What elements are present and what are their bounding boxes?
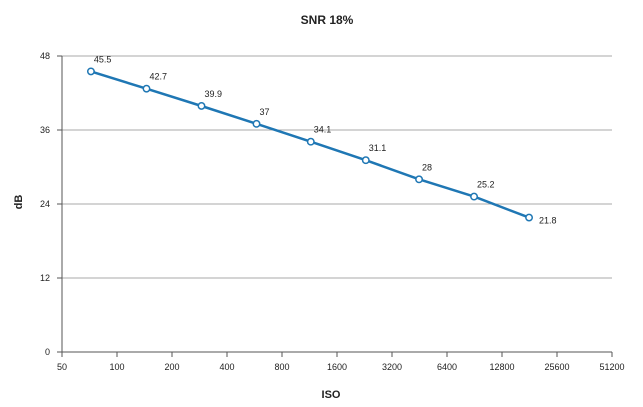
x-tick-label: 51200 — [599, 362, 624, 372]
data-point — [361, 156, 370, 165]
data-label: 42.7 — [149, 72, 167, 82]
data-label: 34.1 — [314, 125, 332, 135]
x-tick-label: 3200 — [382, 362, 402, 372]
x-tick-label: 200 — [164, 362, 179, 372]
y-tick-label: 12 — [40, 273, 50, 283]
y-tick-label: 36 — [40, 125, 50, 135]
data-point — [306, 137, 315, 146]
y-tick-label: 48 — [40, 51, 50, 61]
x-tick-label: 1600 — [327, 362, 347, 372]
x-tick-label: 50 — [57, 362, 67, 372]
data-series — [86, 67, 534, 222]
data-point — [142, 84, 151, 93]
data-label: 25.2 — [477, 180, 495, 190]
data-label: 31.1 — [369, 143, 387, 153]
data-point — [252, 119, 261, 128]
x-tick-label: 800 — [274, 362, 289, 372]
axes — [57, 55, 613, 357]
x-axis-title: ISO — [322, 389, 341, 401]
data-point — [197, 102, 206, 110]
data-label: 39.9 — [204, 89, 222, 99]
data-point — [470, 192, 479, 201]
chart-title: SNR 18% — [301, 13, 354, 27]
x-tick-label: 400 — [219, 362, 234, 372]
data-label: 21.8 — [539, 216, 557, 226]
x-tick-label: 25600 — [544, 362, 569, 372]
data-point — [415, 175, 424, 184]
data-label: 45.5 — [94, 54, 112, 64]
data-label: 28 — [422, 162, 432, 172]
x-tick-label: 12800 — [489, 362, 514, 372]
y-tick-label: 0 — [45, 347, 50, 357]
y-tick-label: 24 — [40, 199, 50, 209]
gridlines — [62, 55, 612, 279]
data-labels: 45.5 42.7 39.9 37 34.1 31.1 28 25.2 21.8 — [94, 54, 557, 225]
x-tick-label: 6400 — [437, 362, 457, 372]
tick-labels: 0 12 24 36 48 50 100 200 400 800 1600 3200 6400 12800… — [40, 51, 625, 372]
y-axis-title: dB — [13, 195, 25, 210]
data-point — [86, 67, 95, 76]
x-tick-label: 100 — [109, 362, 124, 372]
data-point — [525, 213, 534, 222]
data-label: 37 — [259, 107, 269, 117]
